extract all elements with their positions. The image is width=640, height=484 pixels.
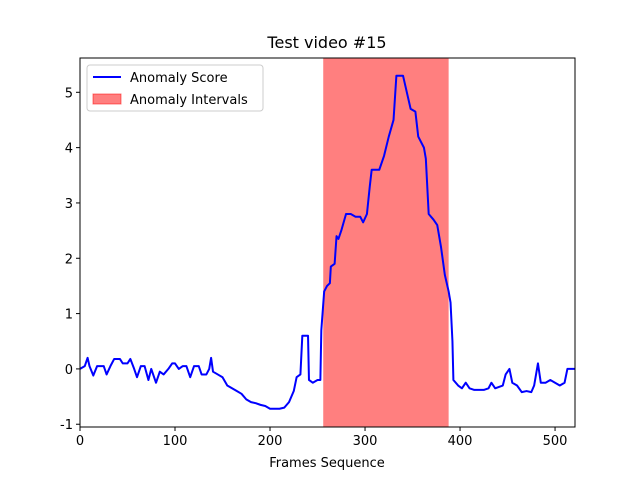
plot-frame [79, 57, 576, 428]
legend-label: Anomaly Score [130, 71, 228, 86]
x-tick-label: 0 [76, 434, 84, 449]
legend-label: Anomaly Intervals [130, 93, 248, 108]
x-tick-label: 300 [353, 434, 378, 449]
x-tick-label: 100 [163, 434, 188, 449]
y-tick-label: 5 [65, 86, 73, 101]
chart-title: Test video #15 [266, 33, 386, 52]
x-tick-label: 200 [258, 434, 283, 449]
x-tick-label: 500 [543, 434, 568, 449]
y-tick-label: 3 [65, 197, 73, 212]
y-tick-label: 4 [65, 142, 73, 157]
anomaly-interval [323, 58, 449, 427]
score-line [79, 74, 575, 410]
y-tick-label: -1 [60, 418, 73, 433]
y-tick-label: 2 [65, 252, 73, 267]
x-tick-label: 400 [448, 434, 473, 449]
x-axis-label: Frames Sequence [269, 456, 385, 471]
y-tick-label: 1 [65, 308, 73, 323]
y-tick-label: 0 [65, 363, 73, 378]
legend-box [86, 64, 264, 112]
legend-swatch [92, 93, 122, 105]
